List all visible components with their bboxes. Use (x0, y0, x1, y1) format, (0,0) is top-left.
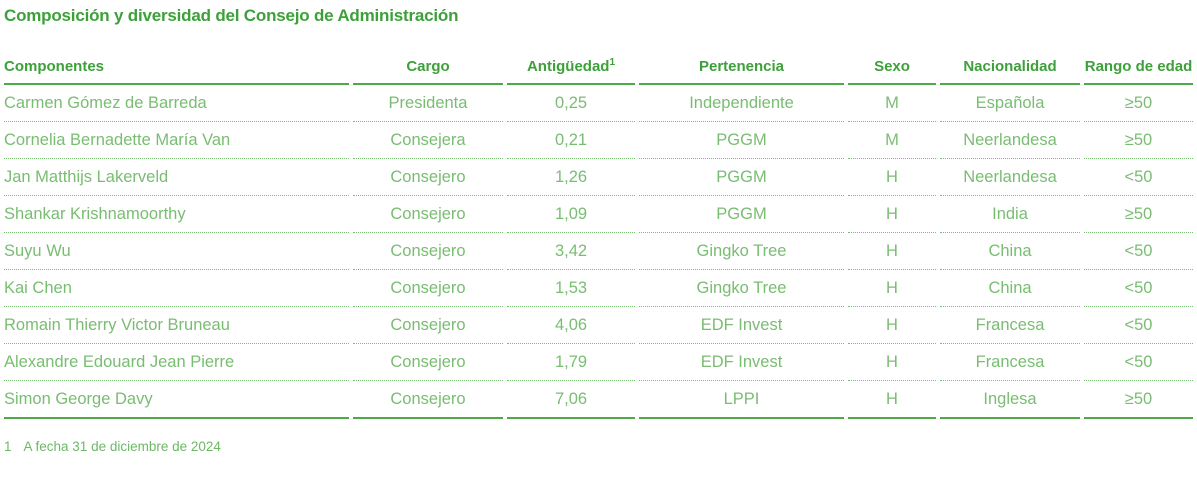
cell-pertenencia: Gingko Tree (639, 233, 844, 270)
cell-cargo: Consejero (353, 381, 503, 419)
cell-nacionalidad: Inglesa (940, 381, 1080, 419)
table-header: Componentes Cargo Antigüedad1 Pertenenci… (4, 36, 1193, 85)
cell-antiguedad: 1,53 (507, 270, 635, 307)
table-body: Carmen Gómez de Barreda Presidenta 0,25 Ind… (4, 85, 1193, 419)
cell-componentes: Shankar Krishnamoorthy (4, 196, 349, 233)
cell-nacionalidad: Neerlandesa (940, 122, 1080, 159)
cell-pertenencia: EDF Invest (639, 344, 844, 381)
table-row: Shankar Krishnamoorthy Consejero 1,09 PGGM H… (4, 196, 1193, 233)
column-header-label: Antigüedad (526, 58, 610, 75)
cell-nacionalidad: China (940, 233, 1080, 270)
cell-pertenencia: PGGM (639, 159, 844, 196)
cell-nacionalidad: Francesa (940, 307, 1080, 344)
cell-rango-de-edad: <50 (1084, 344, 1193, 381)
column-header-label: Cargo (406, 58, 450, 75)
cell-pertenencia: Gingko Tree (639, 270, 844, 307)
cell-cargo: Consejero (353, 307, 503, 344)
column-header-componentes: Componentes (4, 36, 349, 85)
cell-componentes: Cornelia Bernadette María Van (4, 122, 349, 159)
column-header-antiguedad: Antigüedad1 (507, 36, 635, 85)
cell-pertenencia: PGGM (639, 122, 844, 159)
cell-antiguedad: 3,42 (507, 233, 635, 270)
cell-pertenencia: Independiente (639, 85, 844, 122)
footnote-reference-superscript: 1 (609, 57, 616, 68)
cell-componentes: Kai Chen (4, 270, 349, 307)
cell-cargo: Consejero (353, 270, 503, 307)
cell-antiguedad: 1,79 (507, 344, 635, 381)
cell-antiguedad: 1,26 (507, 159, 635, 196)
cell-pertenencia: LPPI (639, 381, 844, 419)
cell-cargo: Presidenta (353, 85, 503, 122)
cell-nacionalidad: Española (940, 85, 1080, 122)
cell-componentes: Simon George Davy (4, 381, 349, 419)
cell-sexo: H (848, 159, 936, 196)
cell-rango-de-edad: ≥50 (1084, 85, 1193, 122)
cell-pertenencia: PGGM (639, 196, 844, 233)
cell-cargo: Consejero (353, 344, 503, 381)
cell-rango-de-edad: ≥50 (1084, 196, 1193, 233)
board-composition-table: Componentes Cargo Antigüedad1 Pertenenci… (0, 36, 1197, 419)
cell-cargo: Consejero (353, 233, 503, 270)
cell-componentes: Alexandre Edouard Jean Pierre (4, 344, 349, 381)
cell-sexo: H (848, 270, 936, 307)
cell-sexo: H (848, 196, 936, 233)
table-row: Carmen Gómez de Barreda Presidenta 0,25 Ind… (4, 85, 1193, 122)
column-header-label: Sexo (874, 58, 910, 75)
cell-cargo: Consejera (353, 122, 503, 159)
table-row: Jan Matthijs Lakerveld Consejero 1,26 PGGM H… (4, 159, 1193, 196)
cell-componentes: Carmen Gómez de Barreda (4, 85, 349, 122)
footnote: 1 A fecha 31 de diciembre de 2024 (0, 439, 1197, 454)
cell-rango-de-edad: <50 (1084, 307, 1193, 344)
cell-antiguedad: 7,06 (507, 381, 635, 419)
cell-pertenencia: EDF Invest (639, 307, 844, 344)
cell-cargo: Consejero (353, 196, 503, 233)
cell-rango-de-edad: <50 (1084, 159, 1193, 196)
column-header-nacionalidad: Nacionalidad (940, 36, 1080, 85)
cell-antiguedad: 0,21 (507, 122, 635, 159)
table-row: Suyu Wu Consejero 3,42 Gingko Tree H China <50 (4, 233, 1193, 270)
cell-componentes: Suyu Wu (4, 233, 349, 270)
column-header-rango-de-edad: Rango de edad (1084, 36, 1193, 85)
cell-nacionalidad: China (940, 270, 1080, 307)
cell-rango-de-edad: ≥50 (1084, 381, 1193, 419)
cell-sexo: M (848, 122, 936, 159)
table-row: Cornelia Bernadette María Van Consejera 0,… (4, 122, 1193, 159)
cell-antiguedad: 4,06 (507, 307, 635, 344)
cell-sexo: H (848, 307, 936, 344)
cell-antiguedad: 0,25 (507, 85, 635, 122)
cell-nacionalidad: India (940, 196, 1080, 233)
column-header-sexo: Sexo (848, 36, 936, 85)
cell-antiguedad: 1,09 (507, 196, 635, 233)
table-row: Kai Chen Consejero 1,53 Gingko Tree H China <5… (4, 270, 1193, 307)
column-header-label: Nacionalidad (963, 58, 1057, 75)
table-title: Composición y diversidad del Consejo de … (4, 6, 459, 25)
cell-sexo: H (848, 381, 936, 419)
cell-nacionalidad: Neerlandesa (940, 159, 1080, 196)
column-header-cargo: Cargo (353, 36, 503, 85)
table-row: Simon George Davy Consejero 7,06 LPPI H Ingle… (4, 381, 1193, 419)
cell-sexo: M (848, 85, 936, 122)
column-header-label: Pertenencia (698, 58, 785, 75)
column-header-label: Rango de edad (1084, 58, 1193, 75)
column-header-label: Componentes (4, 58, 105, 75)
column-header-pertenencia: Pertenencia (639, 36, 844, 85)
cell-nacionalidad: Francesa (940, 344, 1080, 381)
table-row: Romain Thierry Victor Bruneau Consejero 4,… (4, 307, 1193, 344)
cell-cargo: Consejero (353, 159, 503, 196)
cell-sexo: H (848, 233, 936, 270)
header-row: Componentes Cargo Antigüedad1 Pertenenci… (4, 36, 1193, 85)
footnote-text: A fecha 31 de diciembre de 2024 (23, 439, 221, 454)
footnote-marker: 1 (4, 439, 12, 454)
cell-componentes: Romain Thierry Victor Bruneau (4, 307, 349, 344)
cell-rango-de-edad: <50 (1084, 270, 1193, 307)
cell-sexo: H (848, 344, 936, 381)
cell-rango-de-edad: <50 (1084, 233, 1193, 270)
cell-componentes: Jan Matthijs Lakerveld (4, 159, 349, 196)
cell-rango-de-edad: ≥50 (1084, 122, 1193, 159)
table-row: Alexandre Edouard Jean Pierre Consejero 1,… (4, 344, 1193, 381)
